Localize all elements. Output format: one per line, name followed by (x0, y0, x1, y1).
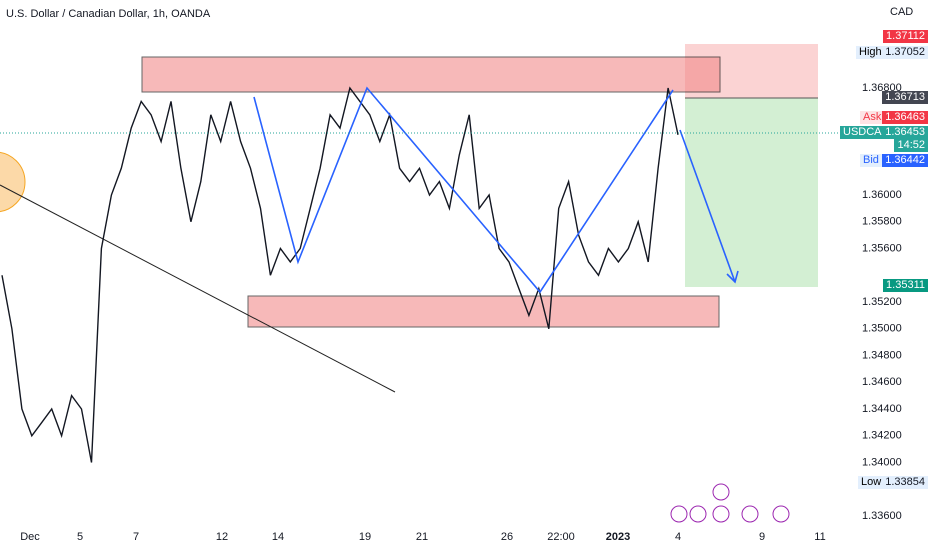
time-tick-label: 12 (216, 531, 228, 543)
tag-caption: USDCAD (840, 126, 893, 139)
price-tag: 1.36453 (882, 126, 928, 139)
arrow-head (726, 270, 739, 284)
price-tag: 1.35311 (883, 279, 928, 292)
highlight-circle (0, 151, 26, 213)
time-tick-label: 19 (359, 531, 371, 543)
tag-caption: High (856, 46, 885, 59)
countdown: 14:52 (894, 139, 928, 152)
price-tick-label: 1.36000 (862, 189, 902, 201)
price-tick-label: 1.34000 (862, 456, 902, 468)
trend-line (0, 184, 396, 393)
profit-zone (685, 98, 818, 287)
tag-caption: Low (858, 476, 885, 489)
price-tick-label: 1.35200 (862, 296, 902, 308)
price-tag: 1.36463 (882, 111, 928, 124)
resistance-zone (141, 56, 721, 93)
price-tag: 1.37112 (883, 30, 928, 43)
price-tick-label: 1.34400 (862, 403, 902, 415)
event-icons (670, 483, 790, 523)
time-tick-label: 5 (77, 531, 83, 543)
price-tick-label: 1.34200 (862, 430, 902, 442)
price-tag: 1.36442 (882, 154, 928, 167)
time-tick-label: 21 (416, 531, 428, 543)
time-tick-label: 22:00 (547, 531, 575, 543)
support-zone (247, 295, 720, 328)
time-tick-label: Dec (20, 531, 40, 543)
time-tick-label: 26 (501, 531, 513, 543)
currency: CAD (890, 6, 913, 18)
price-line (1, 86, 679, 463)
price-tag: 1.33854 (882, 476, 928, 489)
time-tick-label: 2023 (606, 531, 630, 543)
price-tick-label: 1.34600 (862, 376, 902, 388)
time-tick-label: 4 (675, 531, 681, 543)
pattern-line (253, 86, 674, 294)
price-tick-label: 1.35600 (862, 242, 902, 254)
time-tick-label: 7 (133, 531, 139, 543)
time-tick-label: 11 (814, 531, 825, 543)
time-tick-label: 14 (272, 531, 284, 543)
price-tag: 1.37052 (882, 46, 928, 59)
forecast-arrow (679, 129, 736, 283)
price-tick-label: 1.36800 (862, 82, 902, 94)
price-tick-label: 1.34800 (862, 349, 902, 361)
tag-caption: Ask (860, 111, 885, 124)
price-tick-label: 1.33600 (862, 510, 902, 522)
price-tick-label: 1.35000 (862, 323, 902, 335)
price-tag: 1.36713 (882, 91, 928, 104)
time-tick-label: 9 (759, 531, 765, 543)
tag-caption: Bid (860, 154, 882, 167)
title: U.S. Dollar / Canadian Dollar, 1h, OANDA (6, 8, 211, 20)
price-tick-label: 1.35800 (862, 216, 902, 228)
